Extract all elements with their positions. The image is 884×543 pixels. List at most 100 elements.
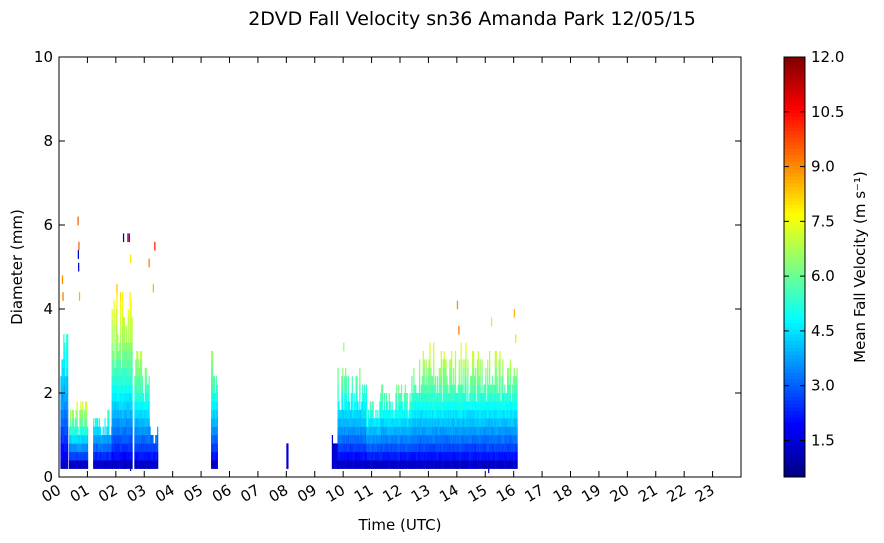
heatmap-cell: [451, 376, 453, 385]
colorbar-segment: [784, 438, 805, 443]
heatmap-cell: [125, 451, 128, 461]
heatmap-cell: [418, 460, 421, 469]
heatmap-cell: [333, 451, 335, 461]
heatmap-cell: [118, 401, 120, 411]
heatmap-cell: [363, 451, 365, 461]
heatmap-cell: [407, 435, 409, 444]
heatmap-cell: [138, 443, 140, 453]
heatmap-cell: [211, 418, 214, 427]
heatmap-cell: [110, 460, 112, 469]
heatmap-cell: [381, 460, 383, 469]
heatmap-cell: [338, 409, 340, 419]
heatmap-cell: [358, 418, 360, 427]
heatmap-cell: [383, 435, 386, 444]
heatmap-cell: [408, 418, 410, 427]
heatmap-cell: [507, 451, 510, 461]
heatmap-cell: [346, 460, 349, 469]
heatmap-cell: [116, 409, 118, 419]
heatmap-cell: [491, 443, 494, 453]
heatmap-cell: [350, 435, 352, 444]
heatmap-cell: [65, 393, 67, 402]
heatmap-cell: [461, 435, 463, 444]
heatmap-cell: [354, 426, 356, 436]
heatmap-cell: [467, 376, 469, 385]
heatmap-cell: [399, 443, 402, 453]
heatmap-cell: [487, 460, 489, 469]
heatmap-cell: [429, 451, 431, 461]
heatmap-cell: [71, 435, 74, 444]
heatmap-cell: [116, 376, 118, 385]
heatmap-cell: [120, 359, 122, 369]
heatmap-cell: [454, 351, 457, 360]
heatmap-cell: [135, 418, 137, 427]
heatmap-cell: [341, 384, 343, 394]
heatmap-cell: [459, 401, 461, 411]
heatmap-cell: [345, 367, 347, 377]
heatmap-cell: [501, 409, 503, 419]
heatmap-cell: [146, 393, 148, 402]
heatmap-cell: [351, 376, 353, 385]
heatmap-cell: [63, 451, 65, 461]
heatmap-cell: [113, 325, 115, 335]
heatmap-cell: [507, 418, 510, 427]
heatmap-cell: [492, 451, 495, 461]
heatmap-cell: [417, 451, 420, 461]
heatmap-cell: [455, 451, 458, 461]
heatmap-cell: [394, 418, 396, 427]
heatmap-cell: [399, 409, 402, 419]
heatmap-cell: [134, 376, 136, 385]
heatmap-cell: [428, 359, 430, 369]
heatmap-cell: [433, 409, 435, 419]
heatmap-cell: [121, 443, 124, 453]
heatmap-cell: [463, 393, 465, 402]
heatmap-cell: [413, 426, 415, 436]
heatmap-cell: [502, 443, 504, 453]
heatmap-cell: [214, 409, 217, 419]
heatmap-cell: [439, 393, 441, 402]
heatmap-cell: [361, 401, 363, 411]
heatmap-cell: [507, 384, 510, 394]
heatmap-cell: [494, 418, 496, 427]
heatmap-cell: [406, 451, 408, 461]
heatmap-cell: [131, 351, 133, 360]
heatmap-cell: [85, 443, 87, 453]
heatmap-cell: [504, 426, 506, 436]
heatmap-cell: [489, 359, 491, 369]
heatmap-cell: [388, 401, 390, 411]
heatmap-cell: [465, 409, 467, 419]
heatmap-cell: [445, 409, 447, 419]
x-tick-label: 22: [664, 481, 690, 506]
heatmap-cell: [411, 451, 413, 461]
heatmap-cell: [487, 426, 489, 436]
heatmap-cell: [467, 384, 469, 394]
heatmap-cell: [397, 426, 399, 436]
heatmap-cell: [384, 451, 387, 461]
heatmap-cell: [139, 435, 141, 444]
heatmap-cell: [139, 359, 142, 369]
colorbar-segment: [784, 414, 805, 418]
heatmap-cell: [512, 426, 514, 436]
heatmap-cell: [96, 426, 99, 436]
heatmap-cell: [413, 435, 415, 444]
heatmap-cell: [108, 426, 110, 436]
heatmap-cell: [117, 342, 119, 352]
heatmap-cell: [444, 418, 446, 427]
heatmap-cell: [76, 451, 78, 461]
heatmap-cell: [490, 317, 493, 327]
heatmap-cell: [428, 435, 430, 444]
heatmap-cell: [80, 426, 82, 436]
heatmap-cell: [130, 309, 132, 318]
heatmap-cell: [363, 451, 366, 461]
heatmap-cell: [471, 409, 474, 419]
heatmap-cell: [422, 359, 424, 369]
heatmap-cell: [479, 409, 481, 419]
heatmap-cell: [479, 426, 481, 436]
heatmap-cell: [128, 233, 130, 243]
heatmap-cell: [505, 435, 507, 444]
heatmap-cell: [345, 393, 347, 402]
heatmap-cell: [338, 435, 340, 444]
heatmap-cell: [473, 376, 476, 385]
heatmap-cell: [126, 409, 128, 419]
heatmap-cell: [452, 435, 454, 444]
